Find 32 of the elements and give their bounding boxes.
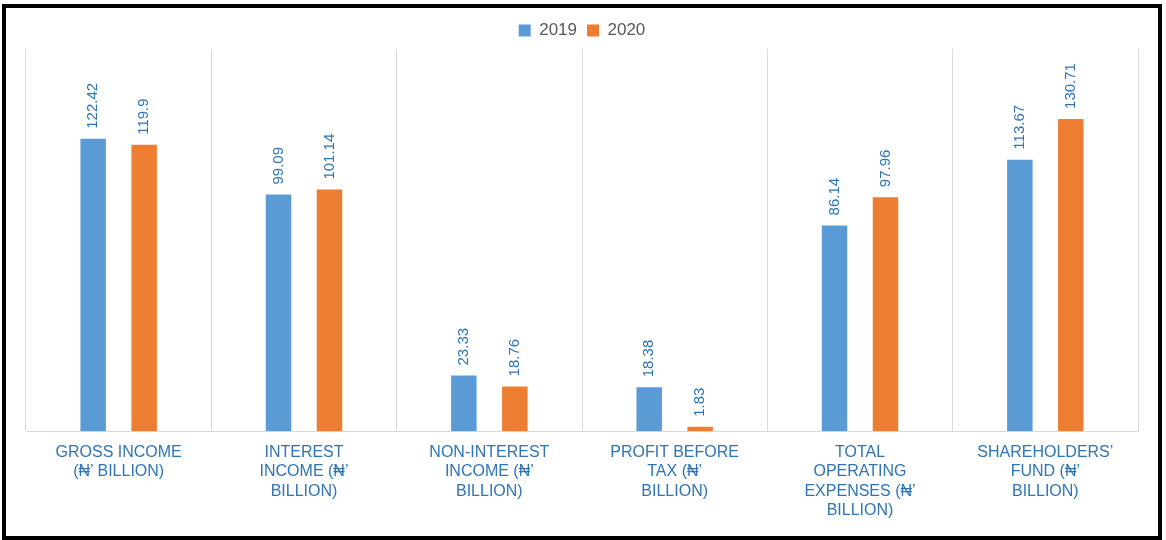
bar	[821, 225, 848, 432]
data-label: 23.33	[453, 327, 471, 366]
data-label: 113.67	[1009, 104, 1027, 150]
data-label: 130.71	[1060, 63, 1078, 109]
x-tick-label: NON-INTEREST INCOME (₦’ BILLION)	[429, 443, 550, 499]
bar	[451, 375, 477, 432]
x-tick-label: SHAREHOLDERS’ FUND (₦’ BILLION)	[977, 443, 1114, 499]
x-tick-label: TOTAL OPERATING EXPENSES (₦’ BILLION)	[804, 443, 916, 518]
data-label: 119.9	[134, 98, 152, 135]
bar	[502, 386, 528, 432]
x-tick-label: GROSS INCOME (₦’ BILLION)	[55, 443, 182, 480]
data-label: 18.76	[504, 338, 522, 377]
legend-label: 2020	[607, 20, 646, 40]
data-label: 101.14	[319, 133, 337, 180]
bar	[872, 197, 899, 432]
bar	[1007, 159, 1033, 432]
x-tick-label: PROFIT BEFORE TAX (₦’ BILLION)	[610, 443, 739, 499]
data-label: 86.14	[824, 177, 842, 216]
bar	[636, 387, 662, 432]
data-label: 97.96	[875, 149, 893, 188]
data-label: 1.83	[690, 387, 708, 417]
bar	[131, 144, 157, 432]
bar	[687, 426, 713, 432]
legend-label: 2019	[539, 20, 578, 40]
data-label: 18.38	[639, 339, 657, 378]
bar	[80, 138, 106, 432]
bar	[1058, 118, 1084, 432]
data-label: 122.42	[83, 82, 101, 129]
bar	[265, 194, 292, 432]
data-label: 99.09	[268, 146, 286, 185]
x-tick-label: INTEREST INCOME (₦’ BILLION)	[259, 443, 349, 499]
bar	[316, 189, 343, 432]
